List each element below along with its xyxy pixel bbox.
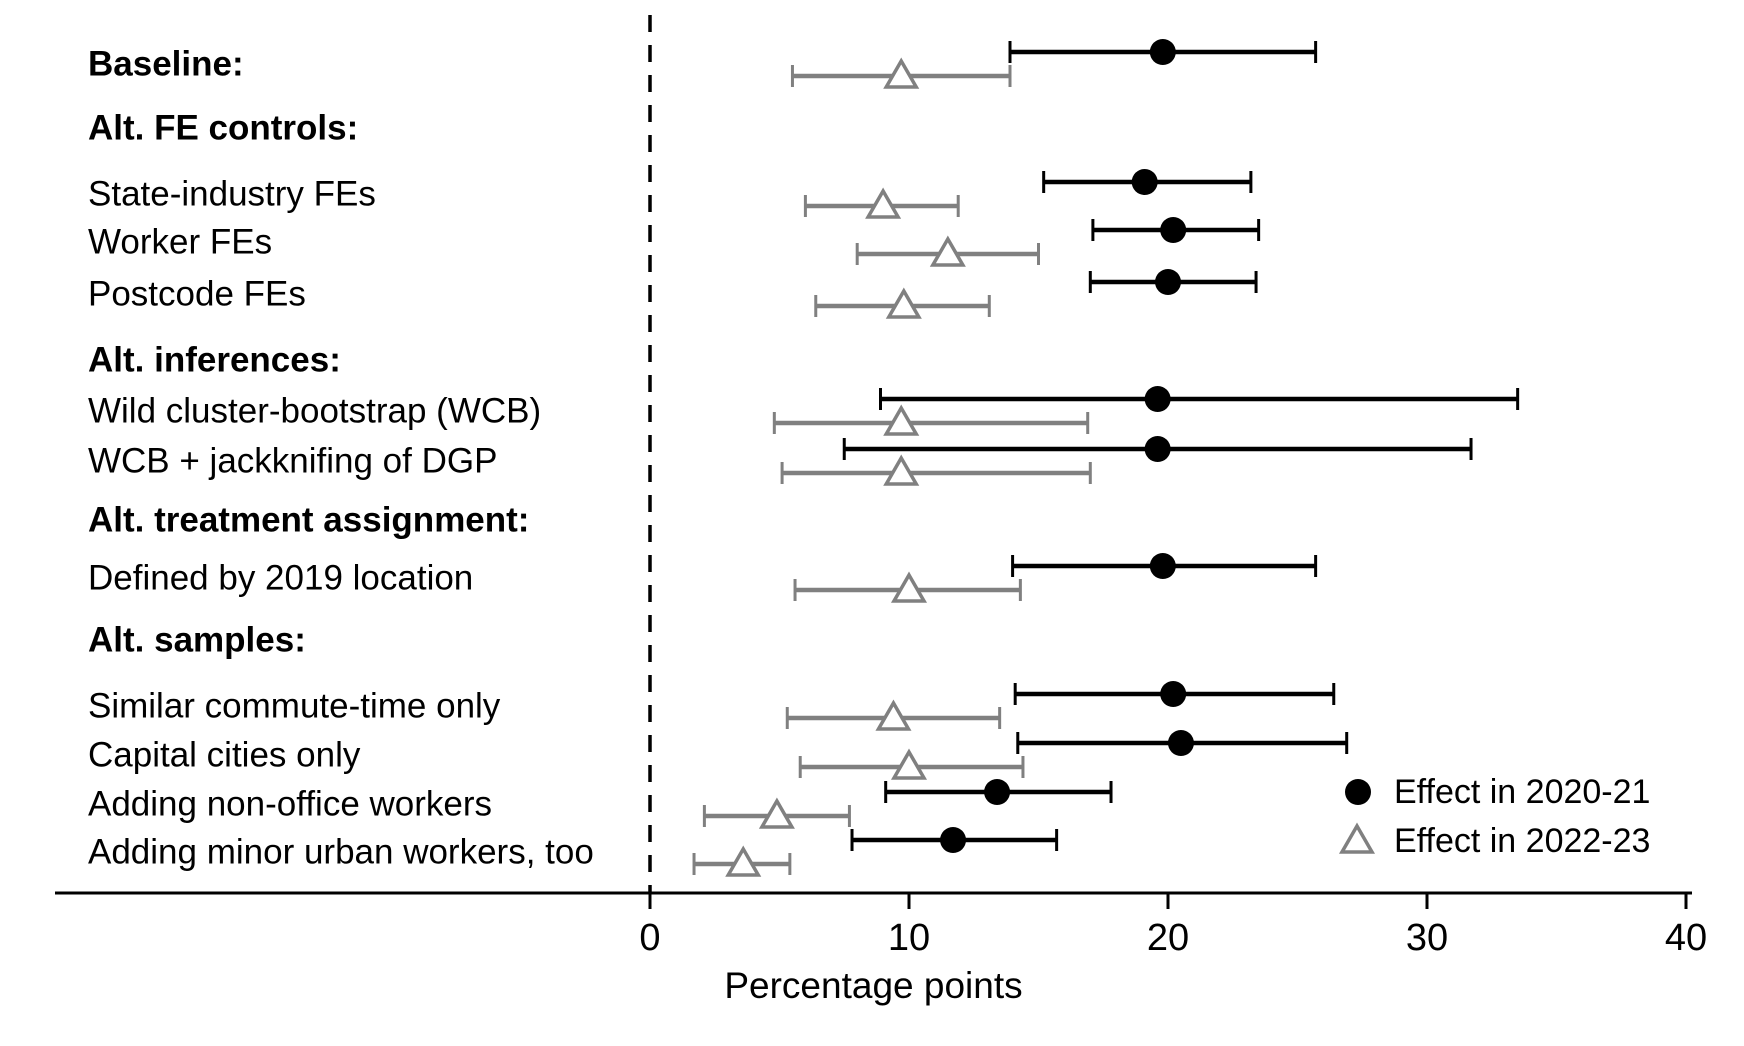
circle-marker-2020-21 — [1149, 39, 1176, 65]
x-axis-tick-label: 20 — [1147, 917, 1189, 959]
circle-marker-2020-21 — [1155, 269, 1181, 295]
category-label: Similar commute-time only — [88, 687, 501, 726]
triangle-marker-2022-23 — [725, 845, 762, 877]
x-axis-tick-label: 30 — [1406, 917, 1448, 959]
triangle-marker-2022-23 — [890, 571, 928, 603]
circle-marker-2020-21 — [1144, 386, 1171, 412]
group-header-label: Alt. samples: — [88, 621, 306, 660]
triangle-marker-2022-23 — [883, 57, 920, 89]
group-header-label: Alt. inferences: — [88, 341, 341, 380]
category-label: Postcode FEs — [88, 275, 306, 314]
circle-marker-2020-21 — [1149, 553, 1176, 579]
category-label: Wild cluster-bootstrap (WCB) — [88, 392, 541, 431]
triangle-marker-2022-23 — [885, 287, 922, 319]
x-axis-title: Percentage points — [724, 965, 1022, 1006]
triangle-marker-2022-23 — [890, 748, 928, 780]
x-axis-tick-label: 40 — [1665, 917, 1707, 959]
category-label: Defined by 2019 location — [88, 559, 473, 598]
group-header-label: Alt. treatment assignment: — [88, 501, 529, 540]
legend-open-triangle-icon — [1338, 822, 1376, 854]
triangle-marker-2022-23 — [875, 699, 912, 731]
category-label: State-industry FEs — [88, 175, 376, 214]
circle-marker-2020-21 — [1160, 217, 1187, 243]
circle-marker-2020-21 — [984, 779, 1011, 805]
legend-filled-circle-icon — [1345, 779, 1371, 805]
category-label: Capital cities only — [88, 736, 361, 775]
category-label: Adding non-office workers — [88, 785, 492, 824]
circle-marker-2020-21 — [940, 827, 967, 853]
category-label: WCB + jackknifing of DGP — [88, 442, 497, 481]
circle-marker-2020-21 — [1167, 730, 1194, 756]
circle-marker-2020-21 — [1131, 169, 1158, 195]
category-label: Adding minor urban workers, too — [88, 833, 594, 872]
category-label: Baseline: — [88, 45, 244, 84]
triangle-marker-2022-23 — [929, 235, 966, 267]
category-label: Worker FEs — [88, 223, 272, 262]
legend-label-2022-23: Effect in 2022-23 — [1394, 822, 1650, 860]
legend-label-2020-21: Effect in 2020-21 — [1394, 773, 1650, 811]
triangle-marker-2022-23 — [883, 404, 920, 436]
circle-marker-2020-21 — [1160, 681, 1187, 707]
triangle-marker-2022-23 — [758, 797, 795, 829]
group-header-label: Alt. FE controls: — [88, 109, 358, 148]
triangle-marker-2022-23 — [883, 454, 920, 486]
circle-marker-2020-21 — [1144, 436, 1171, 462]
x-axis-tick-label: 10 — [888, 917, 930, 959]
x-axis-tick-label: 0 — [639, 917, 660, 959]
triangle-marker-2022-23 — [865, 187, 902, 219]
